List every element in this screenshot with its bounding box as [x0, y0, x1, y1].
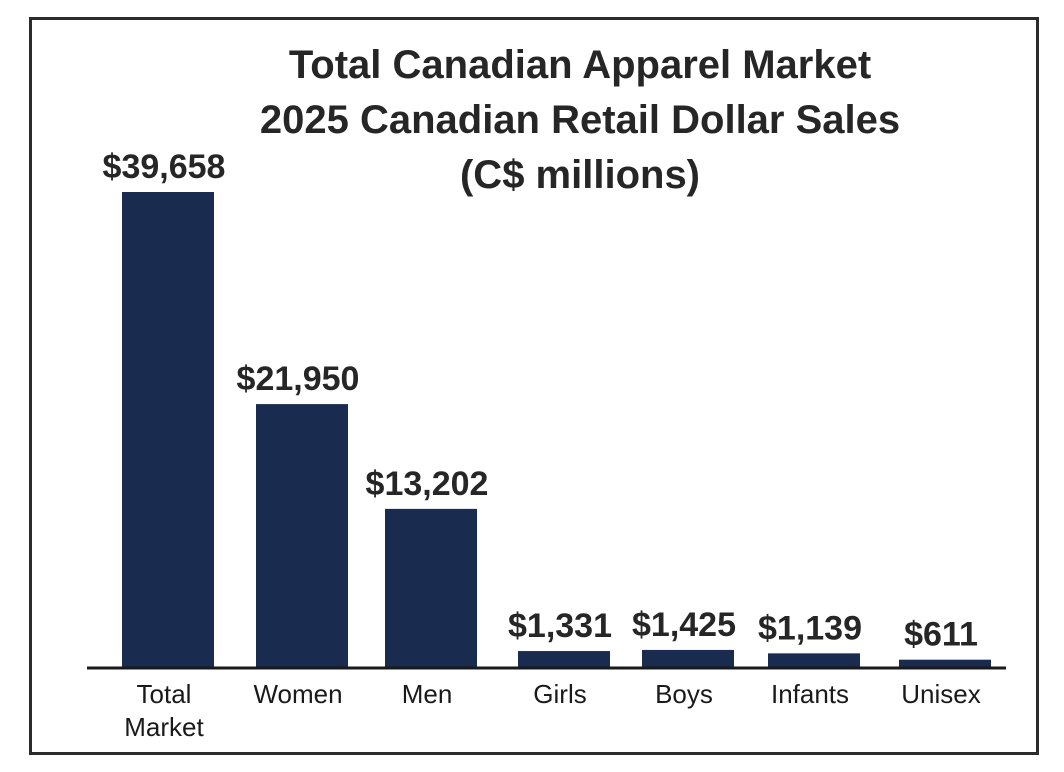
- bar-0: [122, 192, 214, 667]
- category-label-2: Men: [402, 679, 453, 709]
- category-label-1: Women: [253, 679, 342, 709]
- category-label-5: Infants: [771, 679, 849, 709]
- bar-3: [518, 651, 610, 667]
- chart-title-line-1: Total Canadian Apparel Market: [289, 43, 871, 87]
- bar-1: [256, 404, 348, 667]
- value-label-1: $21,950: [237, 360, 360, 398]
- chart-title-line-2: 2025 Canadian Retail Dollar Sales: [260, 98, 900, 142]
- bar-6: [899, 659, 991, 667]
- chart-title: Total Canadian Apparel Market 2025 Canad…: [260, 43, 900, 197]
- value-label-3: $1,331: [508, 607, 612, 645]
- value-label-2: $13,202: [366, 465, 489, 503]
- value-labels: $39,658 $21,950 $13,202 $1,331 $1,425 $1,139 $…: [103, 148, 978, 654]
- chart-title-line-3: (C$ millions): [460, 153, 700, 197]
- bar-series: [122, 192, 991, 667]
- category-label-4: Boys: [655, 679, 713, 709]
- category-label-3: Girls: [533, 679, 586, 709]
- value-label-6: $611: [904, 616, 978, 654]
- value-label-5: $1,139: [758, 609, 862, 647]
- bar-4: [642, 649, 734, 667]
- category-label-0-line-1: Market: [124, 712, 204, 742]
- bar-2: [385, 508, 477, 667]
- category-label-6: Unisex: [901, 679, 980, 709]
- category-label-0-line-0: Total: [137, 679, 192, 709]
- bar-5: [768, 653, 860, 667]
- value-label-4: $1,425: [632, 606, 736, 644]
- value-label-0: $39,658: [103, 148, 226, 186]
